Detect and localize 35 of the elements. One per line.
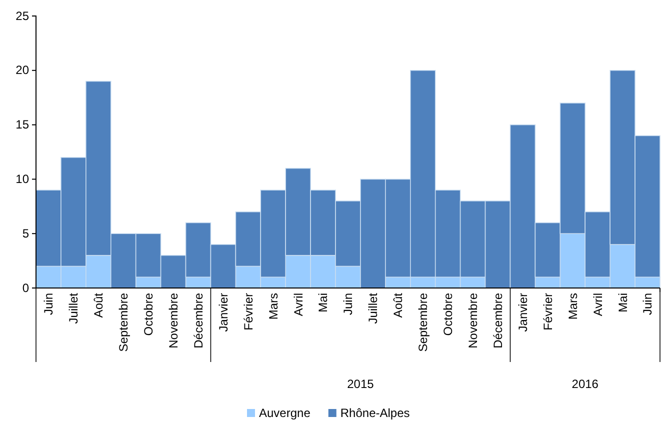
x-tick-label: Janvier	[516, 293, 530, 332]
x-tick-label: Avril	[590, 293, 605, 316]
x-tick-label: Septembre	[416, 292, 430, 352]
y-tick-label: 15	[16, 118, 30, 132]
x-tick-label: Février	[540, 293, 555, 330]
x-tick-label: Mai	[316, 293, 330, 312]
x-tick-label: Juin	[341, 293, 356, 316]
y-tick-label: 25	[16, 8, 30, 23]
legend-label: Rhône-Alpes	[340, 406, 410, 420]
x-tick-label: Septembre	[116, 292, 131, 352]
x-tick-label: Décembre	[490, 292, 505, 348]
x-tick-label: Juillet	[366, 292, 380, 324]
x-tick-label: Juillet	[66, 292, 81, 324]
x-tick-label: Octobre	[441, 292, 456, 336]
y-tick-label: 20	[16, 63, 30, 78]
text: 2015	[347, 377, 374, 391]
x-tick-label: Août	[391, 292, 406, 318]
x-tick-label: Avril	[291, 293, 306, 316]
text: 2016	[572, 377, 599, 391]
x-tick-label: Mai	[616, 293, 630, 312]
x-tick-label: Août	[92, 292, 106, 318]
x-tick-label: Décembre	[191, 292, 206, 348]
x-tick-label: Mars	[566, 293, 580, 320]
y-tick-label: 10	[16, 172, 30, 186]
x-tick-label: Mars	[266, 293, 280, 320]
y-tick-label: 0	[22, 280, 30, 295]
y-tick-label: 5	[22, 226, 30, 240]
x-tick-label: Janvier	[216, 293, 230, 332]
x-tick-label: Octobre	[142, 292, 156, 336]
x-tick-label: Février	[241, 293, 256, 330]
x-tick-label: Novembre	[166, 292, 180, 348]
x-tick-label: Juin	[42, 293, 56, 316]
x-tick-label: Novembre	[466, 292, 480, 348]
legend-label: Auvergne	[259, 406, 311, 420]
x-tick-label: Juin	[640, 293, 655, 316]
